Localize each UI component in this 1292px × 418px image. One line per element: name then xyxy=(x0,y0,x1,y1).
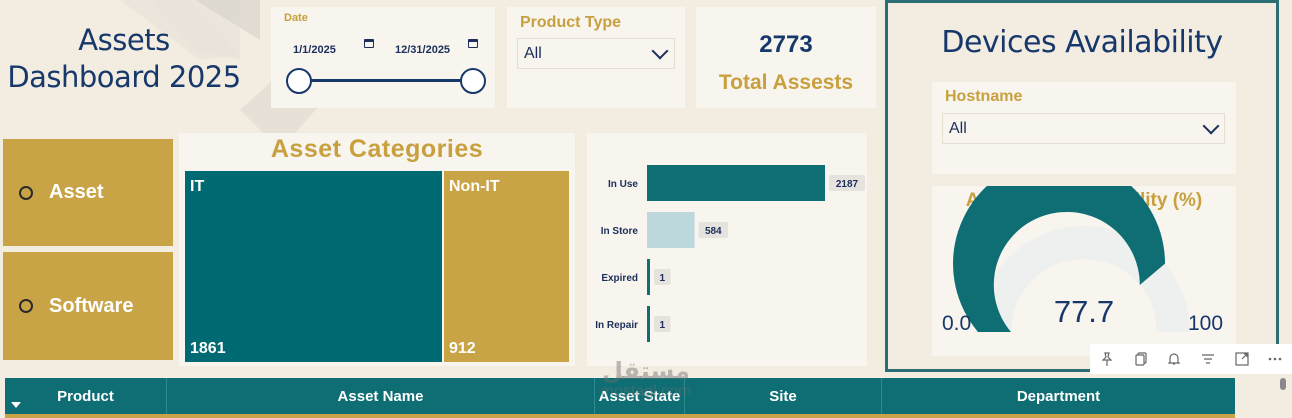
gauge-value: 77.7 xyxy=(1053,294,1115,329)
tile-value: 912 xyxy=(449,340,476,357)
start-date-input[interactable]: 1/1/2025 xyxy=(287,36,377,64)
bar-value-badge xyxy=(654,269,671,285)
column-header-product[interactable]: Product xyxy=(5,378,167,414)
hostname-label: Hostname xyxy=(945,88,1023,105)
bar-value-badge xyxy=(829,175,865,191)
bar[interactable] xyxy=(647,212,695,248)
copy-icon[interactable] xyxy=(1124,344,1158,374)
bar-category-label: Expired xyxy=(601,273,638,284)
end-date-input[interactable]: 12/31/2025 xyxy=(389,36,477,64)
bar-value-badge xyxy=(654,316,671,332)
product-type-label: Product Type xyxy=(520,14,622,31)
software-nav-label: Software xyxy=(49,294,134,317)
bar-category-label: In Store xyxy=(601,226,639,237)
bar-value-label: 1 xyxy=(659,273,665,284)
column-header-department[interactable]: Department xyxy=(1016,387,1101,405)
bar[interactable] xyxy=(647,306,650,342)
column-header-site[interactable]: Site xyxy=(685,378,882,414)
devices-title: Devices Availability xyxy=(941,25,1223,60)
bar-value-label: 1 xyxy=(659,320,665,331)
asset-categories-treemap: Asset Categories IT 1861 Non-IT 912 xyxy=(179,133,575,366)
asset-state-bar-chart: In Use 2187 In Store 584 Expired 1 In Repair 1 xyxy=(587,133,867,366)
product-type-dropdown[interactable]: All xyxy=(517,38,675,69)
column-header-asset-state[interactable]: Asset State xyxy=(595,378,685,414)
treemap-tile-non-it[interactable]: Non-IT 912 xyxy=(444,171,569,362)
software-nav-button[interactable]: Software xyxy=(3,252,173,360)
assets-table-header: Product Asset Name Asset State Site Depa… xyxy=(5,378,1235,414)
chevron-down-icon xyxy=(651,42,669,60)
asset-nav-button[interactable]: Asset xyxy=(3,139,173,246)
radio-icon xyxy=(19,185,33,200)
more-icon[interactable] xyxy=(1258,344,1292,374)
gauge-fill xyxy=(953,186,1166,332)
gauge-svg xyxy=(953,186,1190,332)
filter-icon[interactable] xyxy=(1191,344,1225,374)
pin-icon[interactable] xyxy=(1090,344,1124,374)
bar[interactable] xyxy=(647,165,825,201)
scrollbar-handle[interactable] xyxy=(1280,378,1286,390)
radio-icon xyxy=(19,299,33,313)
availability-gauge: Average of Availability (%) 0.0 77.7 100 xyxy=(932,186,1236,356)
sort-arrow-icon[interactable] xyxy=(11,402,21,408)
bar[interactable] xyxy=(647,259,650,295)
product-type-selected: All xyxy=(524,44,542,62)
bar-category-label: In Repair xyxy=(595,320,638,331)
gauge-min: 0.0 xyxy=(942,312,972,335)
watermark: مستقل mostaql.com xyxy=(600,358,692,400)
gauge-max: 100 xyxy=(1188,312,1224,335)
bar-value-label: 2187 xyxy=(836,179,859,190)
expand-icon[interactable] xyxy=(1225,344,1259,374)
bar-category-label: In Use xyxy=(608,179,638,190)
tile-name: IT xyxy=(190,178,205,195)
bar-value-badge xyxy=(698,222,729,238)
bell-icon[interactable] xyxy=(1157,344,1191,374)
treemap-tile-it[interactable]: IT 1861 xyxy=(185,171,442,362)
date-range-end-handle[interactable] xyxy=(460,68,486,94)
calendar-icon[interactable] xyxy=(364,39,374,48)
hostname-slicer: Hostname All xyxy=(932,82,1236,174)
tile-value: 1861 xyxy=(190,340,226,357)
chevron-down-icon xyxy=(1202,117,1220,135)
date-range-start-handle[interactable] xyxy=(286,68,312,94)
date-range-track[interactable] xyxy=(299,79,475,82)
hostname-dropdown[interactable]: All xyxy=(942,113,1225,144)
asset-nav-label: Asset xyxy=(49,181,104,203)
page-title: Assets Dashboard 2025 xyxy=(7,23,241,94)
table-first-row xyxy=(5,414,1235,418)
total-assets-value: 2773 xyxy=(759,31,813,58)
bar-chart-svg: In Use 2187 In Store 584 Expired 1 In Repair 1 xyxy=(595,165,865,342)
date-slicer: Date 1/1/2025 12/31/2025 xyxy=(271,7,495,108)
tile-name: Non-IT xyxy=(449,178,500,195)
visual-toolbar xyxy=(1090,344,1292,374)
treemap-title: Asset Categories xyxy=(270,135,484,163)
product-type-slicer: Product Type All xyxy=(507,7,685,108)
total-assets-card: 2773 Total Assests xyxy=(696,7,876,108)
date-label: Date xyxy=(284,12,308,24)
column-header-asset-name[interactable]: Asset Name xyxy=(167,378,595,414)
calendar-icon[interactable] xyxy=(468,39,478,48)
total-assets-label: Total Assests xyxy=(718,71,854,94)
bar-value-label: 584 xyxy=(705,226,722,237)
hostname-selected: All xyxy=(949,119,967,137)
